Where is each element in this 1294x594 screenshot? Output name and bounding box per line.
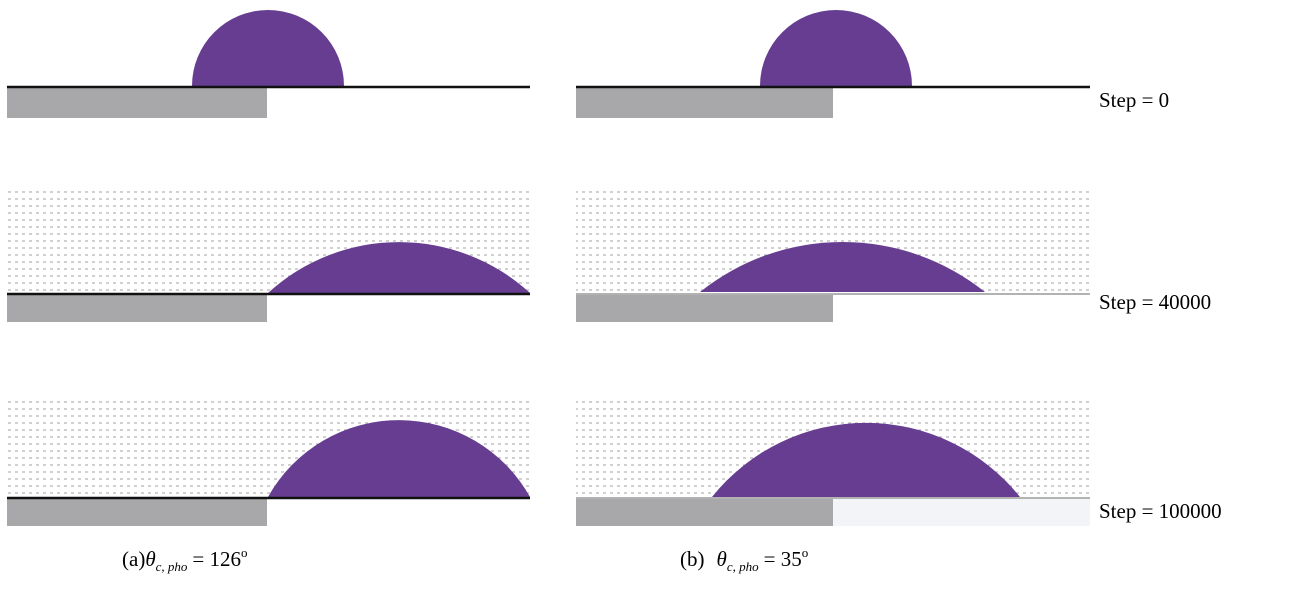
caption-degree: o bbox=[802, 545, 809, 560]
caption-label: (b) bbox=[680, 547, 705, 571]
caption: (b) θc, pho = 35o bbox=[680, 545, 808, 574]
caption-subscript: c, pho bbox=[727, 559, 759, 574]
step-label: Step = 100000 bbox=[1099, 499, 1222, 523]
caption-symbol: θ bbox=[717, 547, 727, 571]
step-label: Step = 0 bbox=[1099, 88, 1169, 112]
caption-value: = 35 bbox=[764, 547, 802, 571]
caption-value: = 126 bbox=[192, 547, 241, 571]
caption: (a)θc, pho = 126o bbox=[122, 545, 248, 574]
caption-degree: o bbox=[241, 545, 248, 560]
step-label: Step = 40000 bbox=[1099, 290, 1211, 314]
caption-subscript: c, pho bbox=[156, 559, 188, 574]
figure: Step = 0 Step = 40000 Step = 100000 (a)θ… bbox=[0, 0, 1294, 594]
caption-label: (a) bbox=[122, 547, 145, 571]
caption-symbol: θ bbox=[145, 547, 155, 571]
